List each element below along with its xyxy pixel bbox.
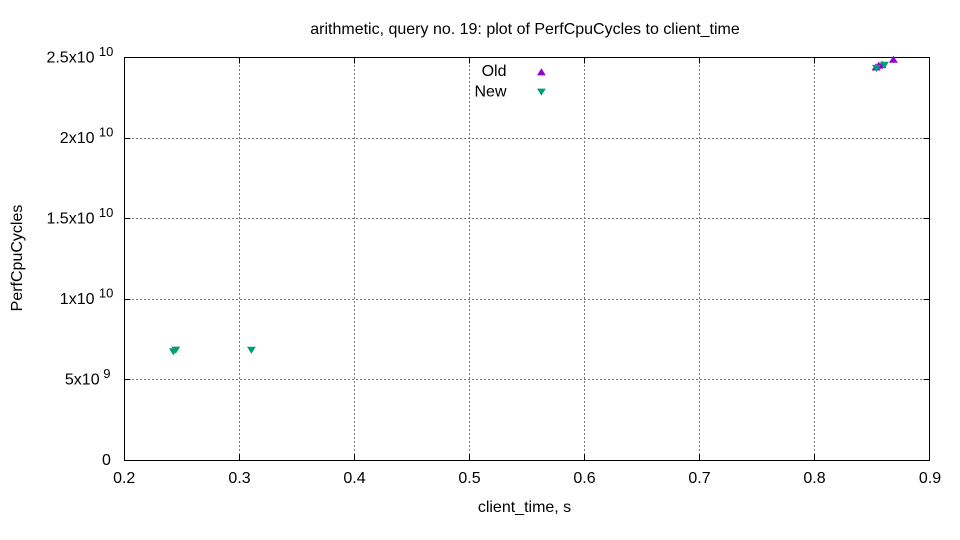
svg-text:10: 10 bbox=[99, 125, 113, 140]
svg-text:5x10: 5x10 bbox=[65, 372, 100, 389]
svg-text:0.4: 0.4 bbox=[343, 470, 365, 487]
svg-text:0.6: 0.6 bbox=[573, 470, 595, 487]
svg-text:arithmetic, query no. 19: plot: arithmetic, query no. 19: plot of PerfCp… bbox=[310, 21, 740, 38]
svg-text:0.3: 0.3 bbox=[228, 470, 250, 487]
svg-text:2x10: 2x10 bbox=[60, 130, 95, 147]
svg-text:client_time, s: client_time, s bbox=[478, 499, 571, 516]
svg-text:1x10: 1x10 bbox=[60, 291, 95, 308]
svg-text:10: 10 bbox=[99, 286, 113, 301]
svg-text:2.5x10: 2.5x10 bbox=[46, 50, 94, 67]
svg-text:10: 10 bbox=[99, 44, 113, 59]
svg-text:Old: Old bbox=[482, 63, 507, 80]
svg-text:0: 0 bbox=[102, 452, 111, 469]
svg-text:1.5x10: 1.5x10 bbox=[46, 211, 94, 228]
svg-text:0.7: 0.7 bbox=[688, 470, 710, 487]
svg-text:0.8: 0.8 bbox=[803, 470, 825, 487]
svg-text:9: 9 bbox=[103, 366, 110, 381]
svg-text:0.9: 0.9 bbox=[919, 470, 941, 487]
svg-text:10: 10 bbox=[99, 205, 113, 220]
svg-text:0.2: 0.2 bbox=[113, 470, 135, 487]
svg-text:New: New bbox=[474, 84, 506, 101]
svg-text:0.5: 0.5 bbox=[458, 470, 480, 487]
svg-text:PerfCpuCycles: PerfCpuCycles bbox=[9, 205, 26, 312]
